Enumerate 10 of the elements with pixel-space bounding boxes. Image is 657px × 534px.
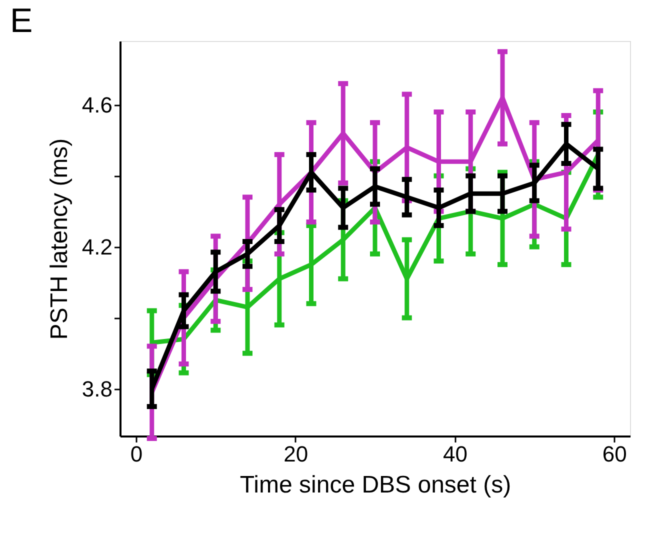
- chart-title: E: [10, 2, 33, 40]
- x-tick-label: 20: [284, 442, 308, 466]
- y-tick-label: 4.2: [82, 234, 112, 260]
- y-axis-title: PSTH latency (ms): [46, 138, 73, 340]
- y-tick-label: 4.6: [82, 92, 112, 118]
- x-tick-label: 40: [442, 442, 468, 466]
- x-tick-label: 60: [602, 442, 627, 466]
- x-axis-title: Time since DBS onset (s): [240, 472, 512, 498]
- y-tick-label: 3.8: [82, 376, 112, 402]
- x-tick-label: 0: [130, 442, 143, 466]
